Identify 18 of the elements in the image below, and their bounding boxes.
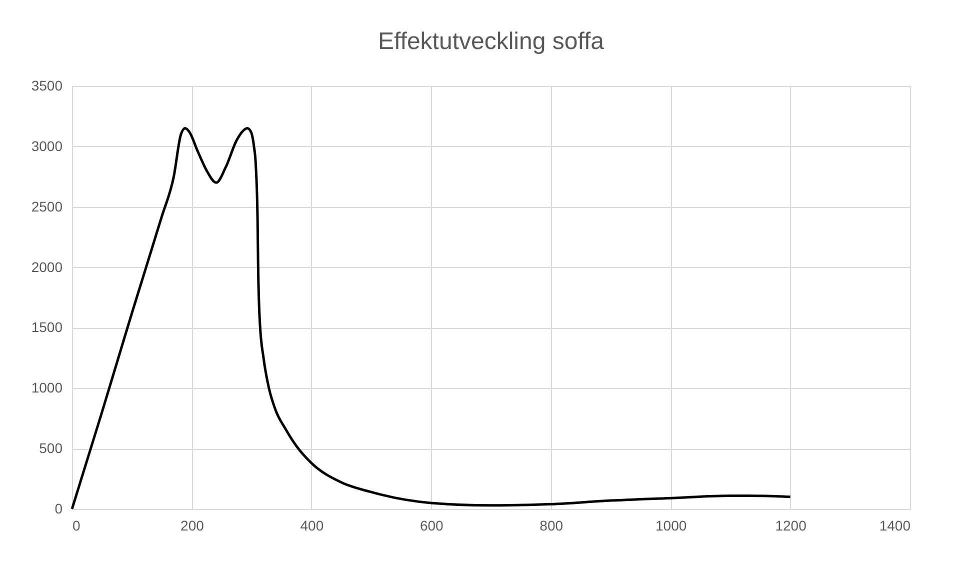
y-tick-label: 2000 [31,258,63,275]
x-tick-label: 0 [72,518,80,534]
y-tick-label: 3500 [31,78,63,94]
y-tick-label: 500 [39,440,63,456]
x-tick-label: 800 [540,518,564,534]
line-series [70,127,792,510]
x-tick-label: 600 [420,518,444,534]
chart-title: Effektutveckling soffa [378,28,605,55]
x-tick-label: 1000 [655,518,687,534]
y-tick-label: 3000 [31,138,63,154]
x-tick-label: 1400 [879,518,911,534]
x-tick-label: 1200 [775,518,807,534]
y-tick-label: 1500 [31,319,63,336]
y-tick-label: 2500 [31,198,63,214]
y-tick-label: 1000 [31,380,63,396]
y-tick-label: 0 [54,500,63,516]
x-tick-label: 400 [300,518,324,534]
x-tick-label: 200 [180,518,204,534]
